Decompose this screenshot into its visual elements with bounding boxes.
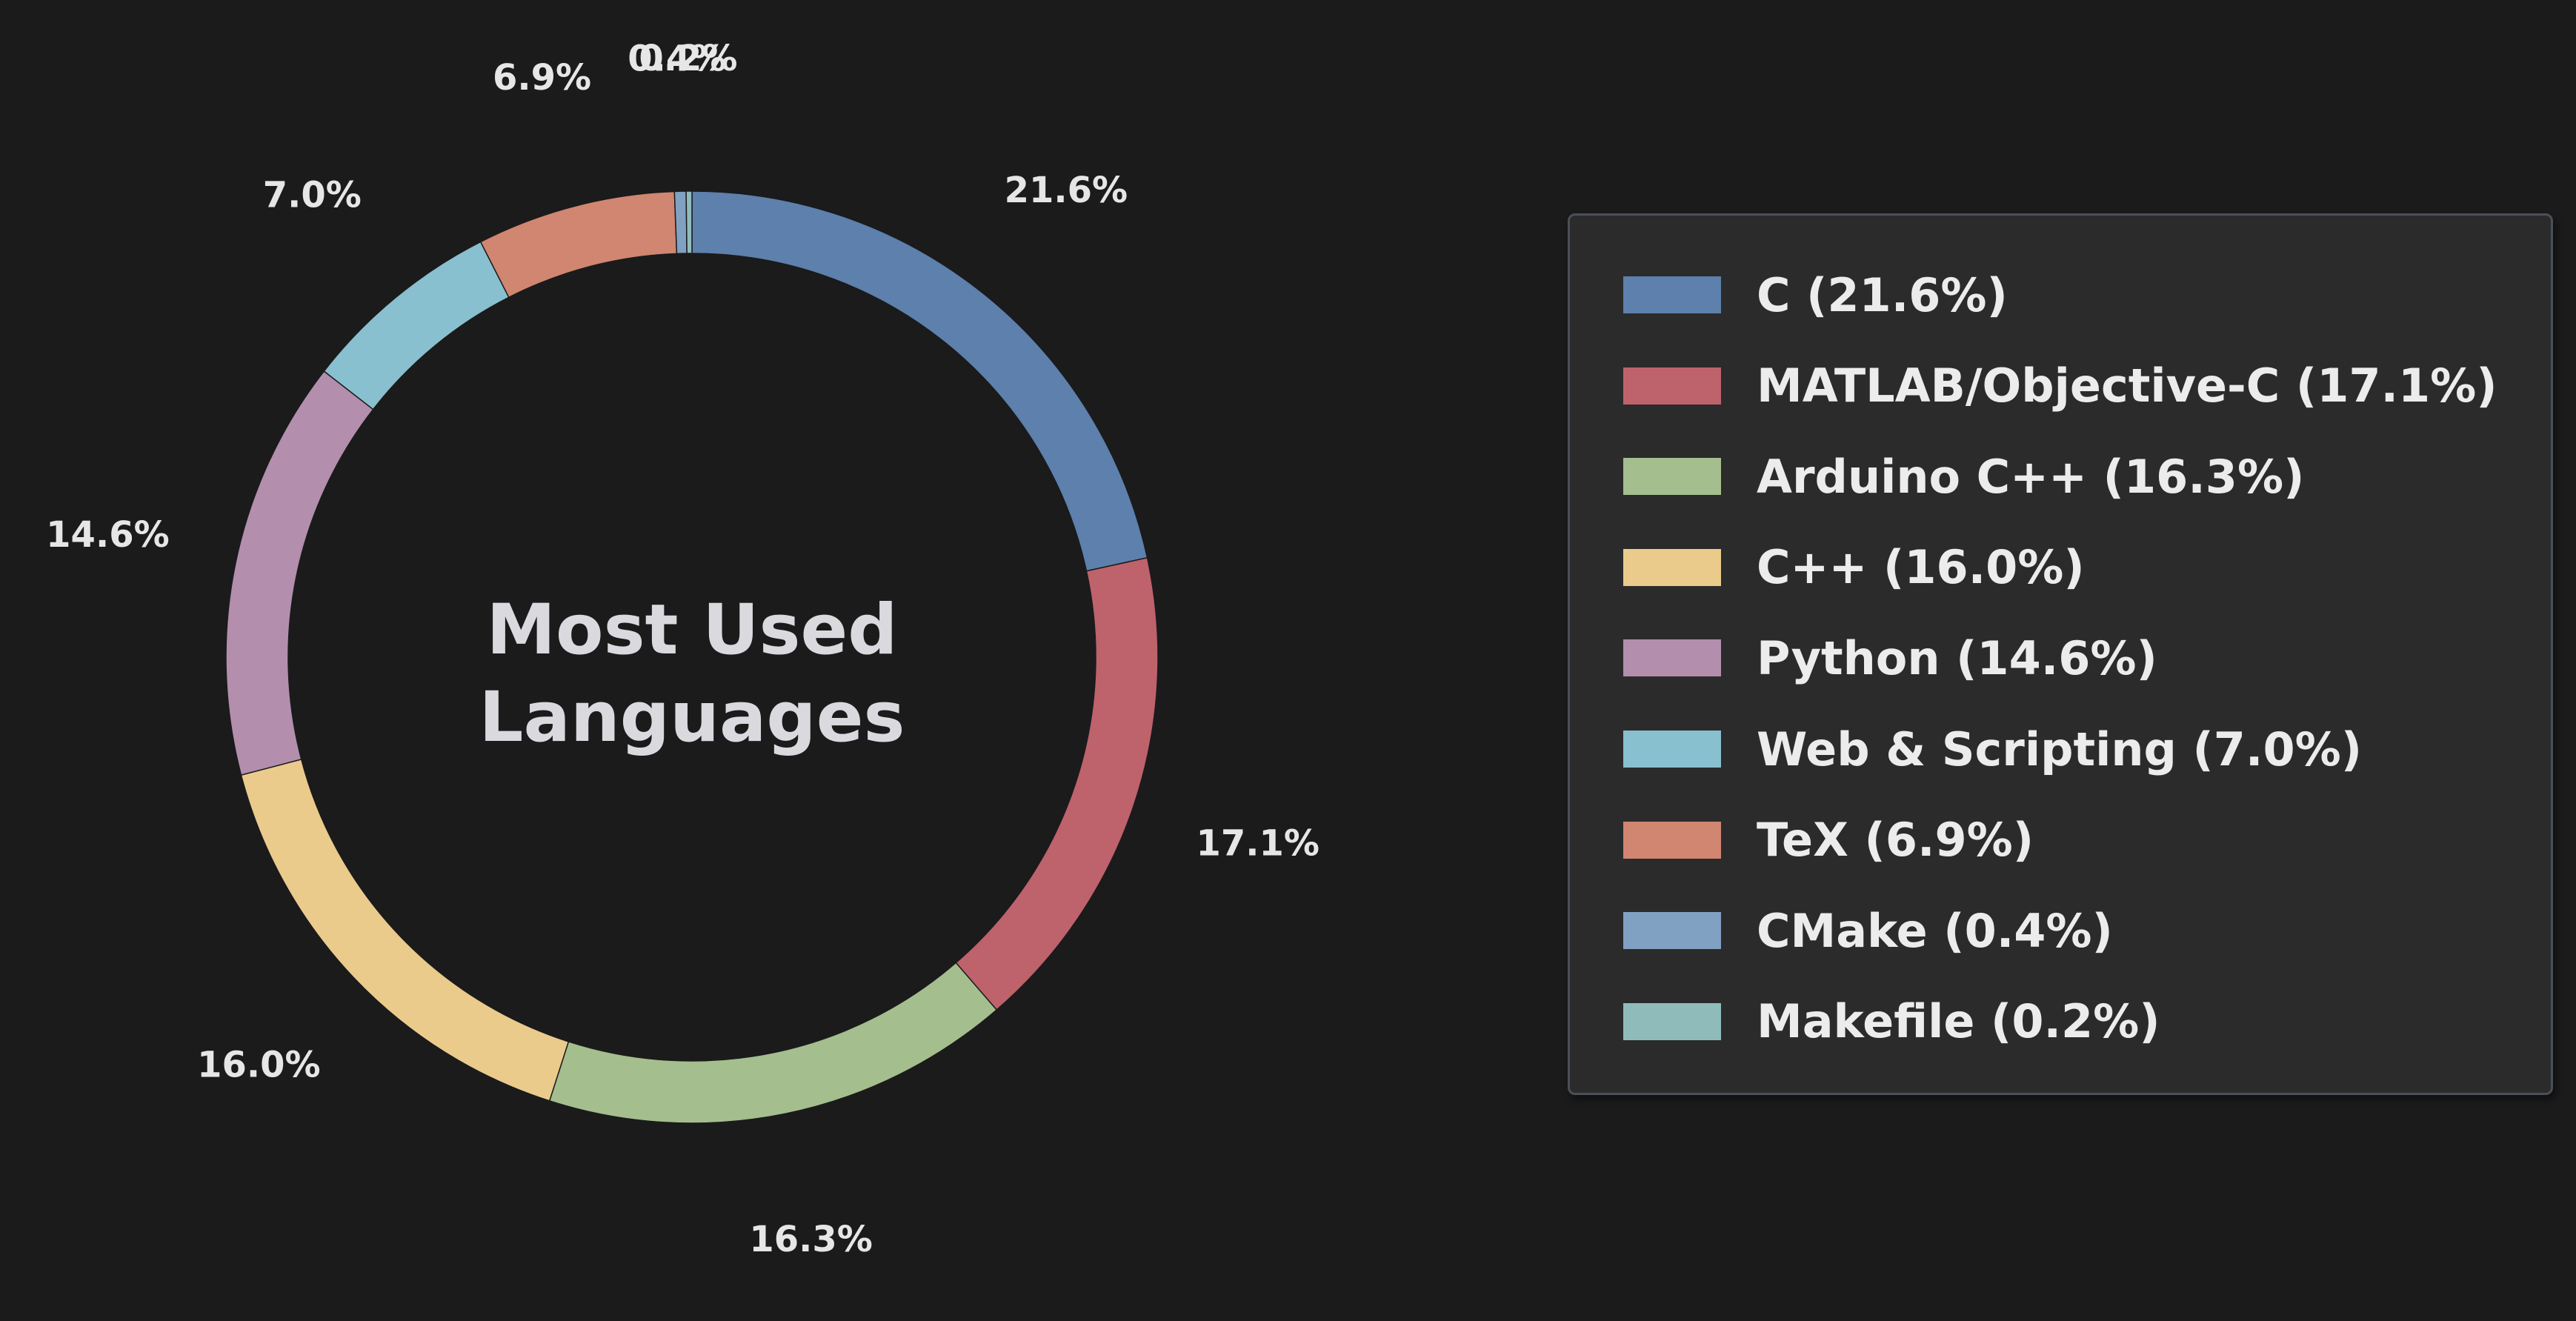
legend-label: TeX (6.9%) [1757, 813, 2034, 868]
legend-label: Python (14.6%) [1757, 630, 2157, 685]
legend-swatch [1623, 731, 1721, 768]
legend-item: TeX (6.9%) [1623, 813, 2034, 867]
pct-label-makefile: 0.2% [639, 38, 737, 79]
chart-center-title-line2: Languages [479, 677, 905, 758]
pct-label-python: 14.6% [46, 514, 170, 556]
pct-label-cmake: 0.4% [628, 38, 726, 79]
chart-legend: C (21.6%) MATLAB/Objective-C (17.1%) Ardui… [1568, 213, 2553, 1095]
slice-makefile [685, 190, 693, 254]
pct-label-arduino-c-: 16.3% [749, 1219, 873, 1260]
legend-item: Arduino C++ (16.3%) [1623, 450, 2304, 504]
legend-item: MATLAB/Objective-C (17.1%) [1623, 359, 2497, 413]
legend-label: Arduino C++ (16.3%) [1757, 449, 2305, 504]
legend-item: CMake (0.4%) [1623, 904, 2113, 958]
legend-label: C++ (16.0%) [1757, 540, 2085, 595]
legend-label: Makefile (0.2%) [1757, 994, 2160, 1049]
legend-swatch [1623, 548, 1721, 586]
chart-center-title-line1: Most Used [486, 590, 897, 671]
slice-cmake [673, 190, 688, 255]
legend-label: CMake (0.4%) [1757, 903, 2113, 958]
pct-label-c-: 16.0% [197, 1044, 321, 1085]
pct-label-matlab-objective-c: 17.1% [1196, 823, 1319, 865]
slice-c [691, 190, 1148, 572]
legend-item: C (21.6%) [1623, 268, 2008, 322]
legend-label: MATLAB/Objective-C (17.1%) [1757, 359, 2497, 413]
legend-item: C++ (16.0%) [1623, 540, 2085, 594]
legend-item: Web & Scripting (7.0%) [1623, 722, 2362, 776]
legend-swatch [1623, 458, 1721, 496]
pct-label-web-scripting: 7.0% [263, 174, 362, 216]
legend-swatch [1623, 639, 1721, 677]
slice-web-scripting [323, 241, 510, 410]
legend-swatch [1623, 912, 1721, 950]
legend-item: Makefile (0.2%) [1623, 994, 2160, 1048]
legend-swatch [1623, 276, 1721, 313]
legend-swatch [1623, 1002, 1721, 1040]
slice-tex [479, 190, 678, 299]
donut-slices [225, 190, 1159, 1124]
slice-matlab-objective-c [955, 556, 1159, 1011]
legend-label: Web & Scripting (7.0%) [1757, 722, 2363, 776]
pct-label-c: 21.6% [1005, 170, 1128, 211]
legend-swatch [1623, 821, 1721, 859]
legend-swatch [1623, 367, 1721, 405]
slice-python [225, 370, 374, 776]
percentage-labels: 21.6% 17.1% 16.3% 16.0% 14.6% 7.0% 6.9% 0.4%0.2… [46, 38, 1319, 1260]
pct-label-tex: 6.9% [493, 57, 591, 99]
slice-arduino-c- [548, 962, 998, 1124]
legend-item: Python (14.6%) [1623, 631, 2157, 685]
legend-label: C (21.6%) [1757, 267, 2008, 322]
